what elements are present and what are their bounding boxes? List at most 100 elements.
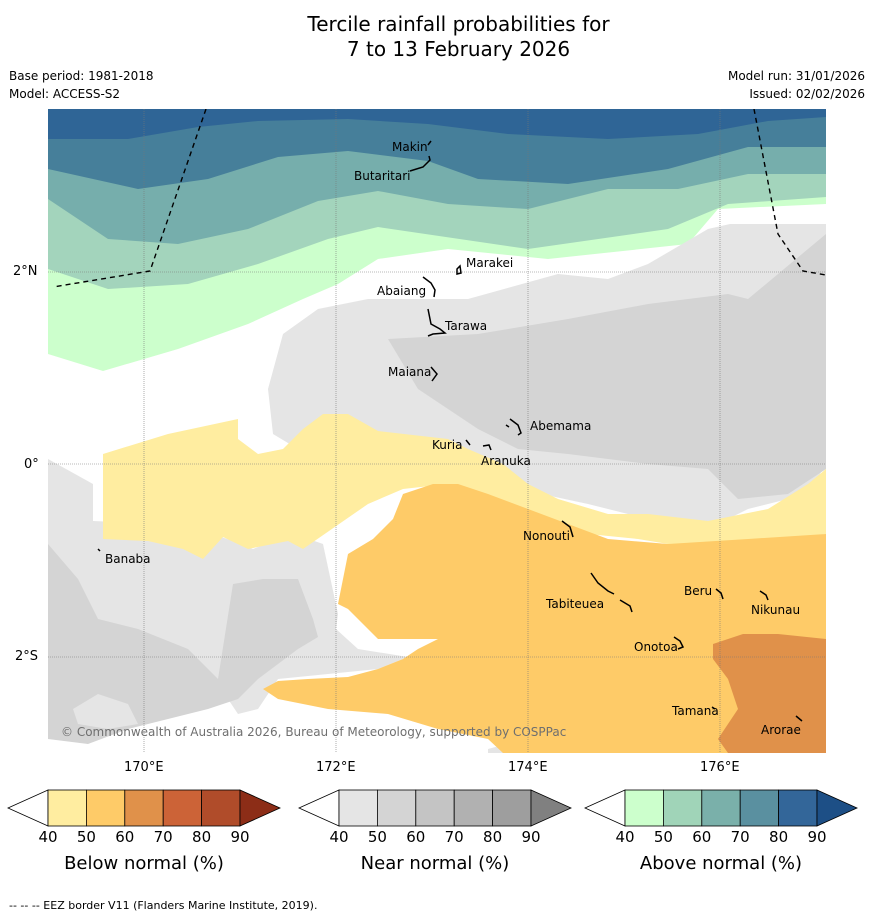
lon-label-176e: 176°E (700, 760, 740, 775)
label-kuria: Kuria (432, 438, 463, 452)
colorbar-near-tick: 80 (483, 828, 503, 846)
colorbar-above-segment (778, 789, 818, 827)
colorbar-near-tick: 50 (367, 828, 387, 846)
islands (97, 140, 803, 722)
eez-footnote: -- -- -- EEZ border V11 (Flanders Marine… (9, 899, 318, 912)
colorbar-above-segment (739, 789, 780, 827)
label-maiana: Maiana (388, 365, 431, 379)
title-line-1: Tercile rainfall probabilities for (307, 12, 610, 36)
label-nonouti: Nonouti (523, 529, 570, 543)
label-tamana: Tamana (671, 704, 719, 718)
island-tabiteuea (590, 572, 633, 613)
island-tamana (711, 706, 716, 710)
label-marakei: Marakei (466, 256, 513, 270)
model-name: Model: ACCESS-S2 (9, 87, 121, 101)
colorbar-above-segment (701, 789, 741, 827)
colorbar-below-tick: 90 (230, 828, 250, 846)
label-arorae: Arorae (761, 723, 801, 737)
label-makin: Makin (392, 140, 428, 154)
colorbar-below-tick: 70 (153, 828, 173, 846)
label-tarawa: Tarawa (444, 319, 487, 333)
lon-label-172e: 172°E (316, 760, 356, 775)
label-abaiang: Abaiang (377, 284, 426, 298)
issued-date: Issued: 02/02/2026 (749, 87, 865, 101)
colorbar-below-tick: 40 (38, 828, 58, 846)
label-beru: Beru (684, 584, 712, 598)
colorbar-below-title: Below normal (%) (64, 853, 224, 874)
island-nonouti (561, 520, 574, 538)
colorbar-above-tick: 50 (653, 828, 673, 846)
island-banaba (97, 548, 101, 552)
island-marakei (456, 264, 462, 275)
eez-borders (52, 109, 826, 288)
label-banaba: Banaba (105, 552, 151, 566)
colorbar-above-segment (624, 789, 664, 827)
label-aranuka: Aranuka (481, 454, 531, 468)
island-butaritari (409, 155, 431, 172)
model-run: Model run: 31/01/2026 (727, 69, 865, 83)
island-beru (715, 588, 724, 600)
colorbar-near-tick: 90 (521, 828, 541, 846)
colorbar-near-segment (453, 789, 494, 827)
colorbar-below-max-arrow (239, 789, 281, 827)
graticule (48, 109, 826, 753)
map-title: Tercile rainfall probabilities for 7 to … (0, 12, 873, 62)
colorbar-above-tick: 60 (692, 828, 712, 846)
lon-label-174e: 174°E (508, 760, 548, 775)
colorbar-above-tick: 90 (807, 828, 827, 846)
island-kuria (465, 439, 471, 446)
colorbar-near (298, 789, 572, 827)
colorbar-near-segment (492, 789, 532, 827)
label-nikunau: Nikunau (751, 603, 800, 617)
colorbar-above-tick: 40 (615, 828, 635, 846)
colorbar-below-tick: 80 (192, 828, 212, 846)
colorbar-below-segment (162, 789, 202, 827)
near-50-60-east-region (388, 234, 826, 499)
island-aranuka (482, 444, 492, 451)
label-abemama: Abemama (530, 419, 591, 433)
island-abemama (505, 418, 522, 436)
colorbar-below-segment (201, 789, 241, 827)
colorbar-above-title: Above normal (%) (639, 853, 803, 874)
island-nikunau (759, 590, 769, 601)
island-tarawa (427, 308, 447, 337)
lat-label-2n: 2°N (13, 264, 38, 279)
island-abaiang (422, 276, 436, 298)
island-arorae (795, 715, 803, 722)
colorbar-below-segment (47, 789, 87, 827)
colorbar-near-segment (415, 789, 455, 827)
above-80-90-region (48, 109, 826, 139)
colorbar-below-tick: 50 (76, 828, 96, 846)
copyright-notice: © Commonwealth of Australia 2026, Bureau… (61, 725, 566, 739)
colorbar-above-max-arrow (816, 789, 858, 827)
colorbar-below-min-arrow (7, 789, 49, 827)
colorbar-near-title: Near normal (%) (360, 853, 510, 874)
colorbar-below-segment (86, 789, 126, 827)
label-butaritari: Butaritari (354, 169, 411, 183)
colorbar-near-max-arrow (530, 789, 572, 827)
colorbar-near-tick: 70 (444, 828, 464, 846)
island-makin (427, 140, 432, 146)
island-maiana (430, 366, 438, 382)
colorbars (7, 789, 858, 827)
title-line-2: 7 to 13 February 2026 (346, 37, 571, 61)
colorbar-below (7, 789, 281, 827)
base-period: Base period: 1981-2018 (9, 69, 154, 83)
colorbar-near-tick: 40 (329, 828, 349, 846)
meta-right: Model run: 31/01/2026 Issued: 02/02/2026 (728, 67, 865, 103)
colorbar-below-tick: 60 (115, 828, 135, 846)
colorbar-near-tick: 60 (406, 828, 426, 846)
lat-label-2s: 2°S (15, 649, 39, 664)
colorbar-above-segment (663, 789, 703, 827)
below-50-60-region (263, 484, 826, 753)
colorbar-near-segment (338, 789, 378, 827)
colorbar-below-segment (124, 789, 164, 827)
colorbar-near-segment (376, 789, 417, 827)
colorbar-above (584, 789, 858, 827)
place-labels: Makin Butaritari Marakei Abaiang Tarawa … (105, 140, 801, 737)
near-50-60-west-region (48, 544, 318, 744)
rainfall-map: Makin Butaritari Marakei Abaiang Tarawa … (48, 109, 826, 753)
colorbar-above-tick: 80 (769, 828, 789, 846)
colorbar-above-tick: 70 (730, 828, 750, 846)
island-onotoa (673, 636, 685, 650)
